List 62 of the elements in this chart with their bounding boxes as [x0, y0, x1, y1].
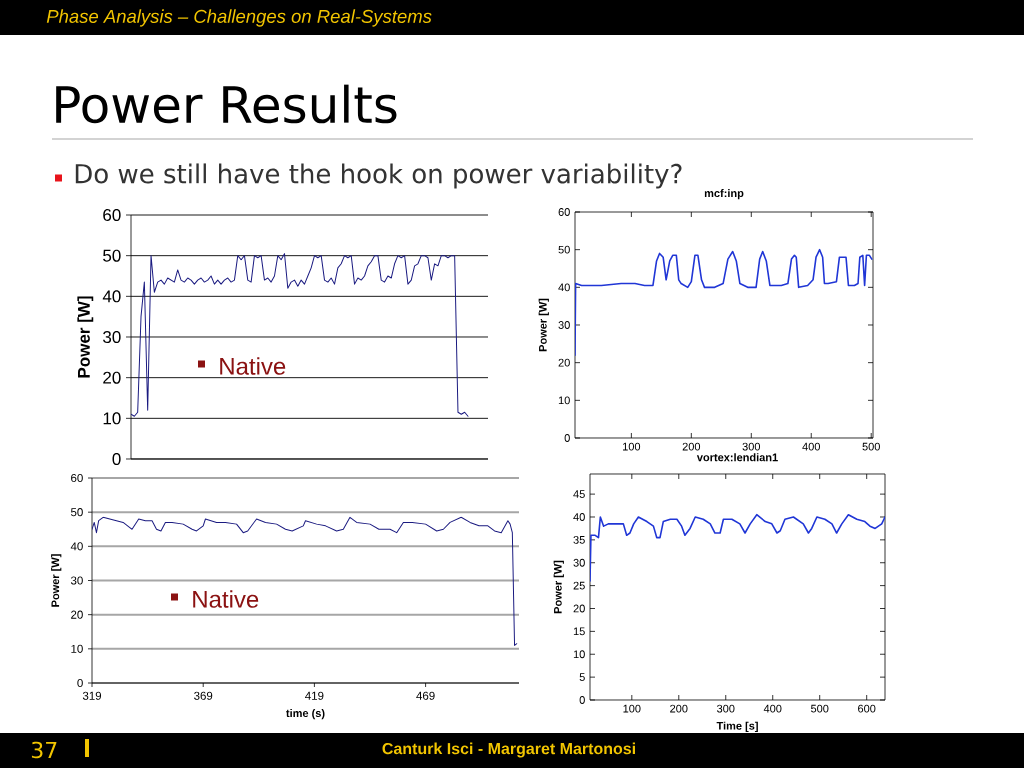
y-tick-label: 30: [558, 321, 570, 329]
y-tick-label: 30: [70, 576, 83, 585]
x-tick-label: 300: [717, 704, 735, 713]
y-tick-label: 60: [71, 473, 83, 483]
chart-title: vortex:lendian1: [696, 453, 778, 462]
y-tick-label: 40: [70, 542, 83, 551]
x-tick-label: 300: [742, 442, 761, 451]
x-tick-label: 419: [305, 691, 324, 700]
y-axis-title: Power [W]: [553, 560, 564, 614]
y-tick-label: 40: [102, 290, 121, 303]
x-tick-label: 369: [194, 691, 213, 700]
y-tick-label: 30: [573, 558, 585, 567]
x-tick-label: 400: [802, 442, 820, 451]
x-tick-label: 500: [862, 442, 880, 451]
y-axis-title: Power [W]: [538, 298, 549, 352]
y-tick-label: 0: [579, 696, 585, 704]
x-tick-label: 600: [858, 704, 876, 713]
x-tick-label: 319: [82, 691, 102, 700]
y-tick-label: 35: [573, 535, 585, 544]
y-tick-label: 20: [71, 610, 83, 619]
y-tick-label: 30: [103, 330, 121, 344]
chart-title: mcf:inp: [704, 189, 744, 200]
x-tick-label: 200: [682, 442, 701, 451]
x-tick-label: 200: [670, 704, 688, 713]
y-tick-label: 5: [579, 673, 585, 681]
y-tick-label: 50: [558, 245, 570, 254]
y-tick-label: 25: [573, 581, 585, 590]
annotation: Native: [220, 357, 286, 375]
y-tick-label: 10: [71, 644, 83, 653]
x-tick-label: 469: [416, 691, 435, 700]
y-tick-label: 60: [558, 208, 570, 216]
text: Phase Analysis – Challenges on Real-Systems: [46, 9, 432, 27]
y-tick-label: 15: [573, 627, 585, 636]
y-tick-label: 0: [77, 678, 83, 688]
y-axis-title: Power [W]: [77, 296, 94, 378]
y-tick-label: 10: [558, 396, 570, 405]
x-tick-label: 100: [623, 704, 641, 713]
y-tick-label: 0: [112, 452, 121, 466]
y-tick-label: 45: [573, 490, 585, 498]
text: Canturk Isci - Margaret Martonosi: [382, 742, 635, 758]
y-tick-label: 60: [103, 208, 121, 222]
y-tick-label: 20: [103, 371, 121, 384]
y-axis-title: Power [W]: [51, 554, 62, 607]
y-tick-label: 10: [573, 650, 585, 659]
y-tick-label: 50: [103, 249, 121, 262]
x-tick-label: 400: [763, 704, 782, 713]
line-series: [92, 516, 518, 646]
text: Power Results: [56, 84, 397, 124]
x-axis-title: time (s): [286, 709, 325, 720]
text: Do we still have the hook on power variability?: [75, 163, 682, 189]
x-tick-label: 100: [623, 442, 641, 451]
y-tick-label: 20: [573, 604, 585, 613]
y-tick-label: 10: [103, 412, 121, 425]
y-tick-label: 0: [564, 434, 570, 442]
x-tick-label: 500: [810, 704, 829, 713]
text: 37: [31, 741, 57, 759]
y-tick-label: 50: [70, 508, 83, 517]
y-tick-label: 40: [573, 513, 585, 521]
y-tick-label: 20: [558, 358, 570, 367]
y-tick-label: 40: [558, 283, 570, 292]
x-axis-title: Time [s]: [716, 721, 758, 732]
annotation: Native: [193, 590, 259, 608]
